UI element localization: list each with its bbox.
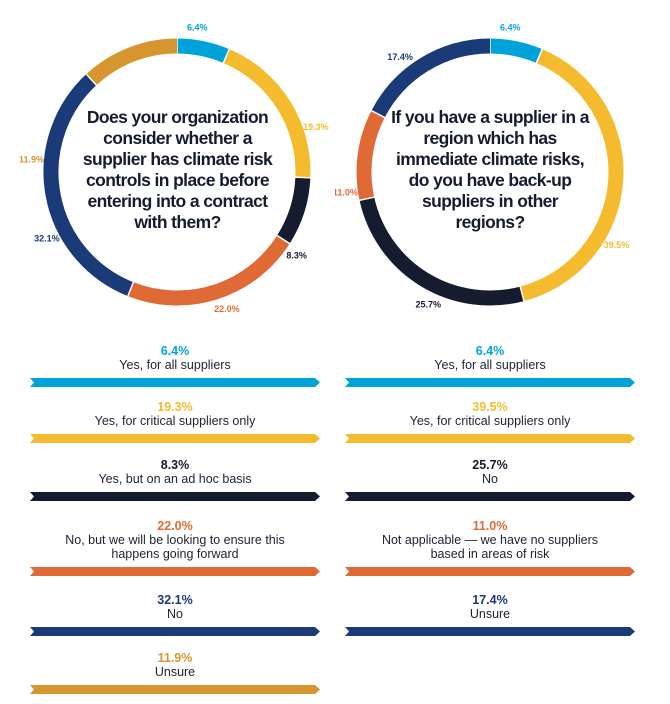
- slice-value-label: 8.3%: [286, 251, 307, 261]
- slice-value-label: 11.0%: [335, 187, 358, 197]
- legend-value: 8.3%: [160, 458, 190, 472]
- legend-bar: [30, 378, 320, 387]
- donut-slice: [127, 235, 290, 306]
- legend-label: Yes, for critical suppliers only: [409, 414, 571, 428]
- question-right: If you have a supplier in a region which…: [391, 107, 589, 232]
- legend-value: 11.9%: [157, 651, 193, 665]
- legend-label: No: [167, 607, 183, 621]
- slice-value-label: 11.9%: [19, 154, 44, 164]
- legend-label: Yes, for all suppliers: [434, 358, 546, 372]
- legend-bar: [345, 492, 635, 501]
- donut-slice: [489, 38, 543, 64]
- donut-slice: [176, 38, 230, 64]
- legend-label: Yes, for all suppliers: [119, 358, 231, 372]
- legend-value: 32.1%: [157, 593, 193, 607]
- slice-separator: [84, 72, 98, 87]
- legend-label: No: [482, 472, 498, 486]
- donut-svg-right: 6.4% 39.5% 25.7% 11.0% 17.4%: [335, 22, 630, 309]
- donut-slice: [520, 49, 624, 302]
- legend-value: 6.4%: [475, 344, 505, 358]
- legend-item: 17.4% Unsure: [345, 593, 635, 636]
- donut-chart-right: 6.4% 39.5% 25.7% 11.0% 17.4% If you have a s…: [335, 0, 670, 340]
- legend-value: 22.0%: [157, 519, 193, 533]
- donut-slice: [223, 49, 311, 178]
- legend-bar: [345, 627, 635, 636]
- legend-label: Not applicable — we have no suppliers ba…: [381, 533, 599, 561]
- legend-value: 39.5%: [472, 400, 508, 414]
- slice-separator: [357, 196, 376, 202]
- slice-separator: [369, 109, 387, 119]
- slice-separator: [275, 234, 292, 245]
- donut-slice: [371, 38, 491, 118]
- legend-value: 11.0%: [472, 519, 508, 533]
- slice-value-label: 6.4%: [500, 22, 521, 32]
- legend-bar: [345, 567, 635, 576]
- donut-slice: [356, 110, 385, 201]
- slice-separator: [293, 176, 312, 179]
- donut-slice: [359, 197, 525, 306]
- legend-item: 8.3% Yes, but on an ad hoc basis: [30, 458, 320, 501]
- legend-item: 39.5% Yes, for critical suppliers only: [345, 400, 635, 443]
- legend-bar: [30, 492, 320, 501]
- legend-label: Yes, but on an ad hoc basis: [98, 472, 252, 486]
- legend-bar: [30, 567, 320, 576]
- slice-separator: [126, 280, 135, 298]
- question-left: Does your organization consider whether …: [82, 107, 273, 232]
- legend-item: 11.0% Not applicable — we have no supplie…: [345, 519, 635, 576]
- legend-bar: [30, 685, 320, 694]
- legend-item: 6.4% Yes, for all suppliers: [345, 344, 635, 387]
- legend-label: No, but we will be looking to ensure thi…: [65, 533, 285, 561]
- slice-value-label: 25.7%: [416, 299, 442, 309]
- legend-value: 17.4%: [472, 593, 508, 607]
- legend-bar: [30, 434, 320, 443]
- donut-slice: [276, 177, 311, 244]
- legend-bar: [345, 378, 635, 387]
- legend-bar: [30, 627, 320, 636]
- legend-label: Unsure: [469, 607, 511, 621]
- legend-item: 22.0% No, but we will be looking to ensur…: [30, 519, 320, 576]
- legend-item: 19.3% Yes, for critical suppliers only: [30, 400, 320, 443]
- legend-value: 19.3%: [157, 400, 193, 414]
- donut-slice: [43, 74, 134, 297]
- slice-value-label: 39.5%: [604, 240, 630, 250]
- slice-separator: [535, 47, 544, 65]
- legend-item: 11.9% Unsure: [30, 651, 320, 694]
- legend-item: 32.1% No: [30, 593, 320, 636]
- legend-value: 6.4%: [160, 344, 190, 358]
- slice-value-label: 17.4%: [387, 52, 413, 62]
- legend-label: Unsure: [154, 665, 196, 679]
- donut-slice: [86, 38, 178, 86]
- slice-separator: [222, 47, 231, 65]
- slice-value-label: 32.1%: [34, 233, 60, 243]
- slice-separator: [519, 284, 526, 303]
- slice-value-label: 22.0%: [214, 304, 240, 314]
- donut-svg-left: 6.4% 19.3% 8.3% 22.0% 32.1% 11.9%: [19, 22, 329, 314]
- legend-label: Yes, for critical suppliers only: [94, 414, 256, 428]
- slice-value-label: 19.3%: [303, 122, 329, 132]
- legend-item: 25.7% No: [345, 458, 635, 501]
- legend-value: 25.7%: [472, 458, 508, 472]
- legend-item: 6.4% Yes, for all suppliers: [30, 344, 320, 387]
- legend-bar: [345, 434, 635, 443]
- slice-value-label: 6.4%: [187, 22, 208, 32]
- donut-chart-left: 6.4% 19.3% 8.3% 22.0% 32.1% 11.9% Does your o…: [0, 0, 335, 340]
